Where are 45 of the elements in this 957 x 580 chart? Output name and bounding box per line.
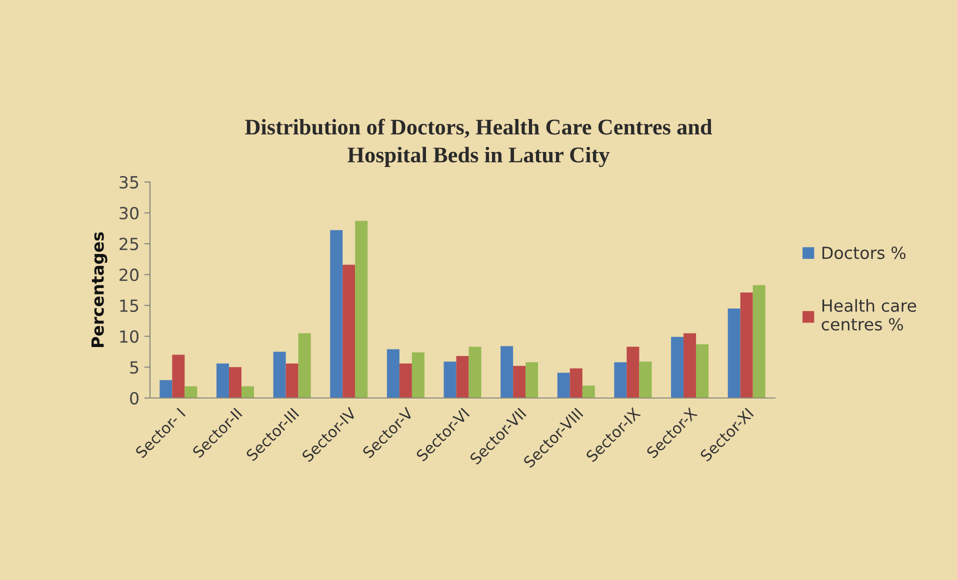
chart-title: Distribution of Doctors, Health Care Centres and Hospital Beds in Latur City [245, 118, 712, 168]
bar [160, 380, 172, 398]
y-tick-label: 25 [120, 238, 138, 250]
bar [216, 363, 229, 398]
bar [298, 333, 311, 398]
bar [513, 366, 526, 398]
bar [570, 368, 582, 398]
bar [500, 346, 514, 398]
bar [639, 362, 652, 398]
bar [614, 362, 627, 398]
bar [172, 354, 185, 398]
bar [728, 308, 740, 398]
bar [241, 386, 254, 398]
y-tick-label: 0 [130, 392, 138, 405]
bar [752, 285, 766, 398]
y-tick-label: 35 [120, 176, 138, 189]
y-tick-label: 10 [120, 330, 138, 343]
bar [456, 356, 469, 398]
y-tick-label: 5 [130, 361, 138, 374]
bar [444, 362, 456, 398]
bar [557, 372, 570, 398]
bar [342, 264, 356, 398]
bar [330, 230, 343, 398]
bar [286, 363, 298, 398]
bar [696, 344, 709, 398]
legend-label: Doctors % [822, 246, 906, 260]
bar [386, 349, 400, 398]
bar [582, 386, 595, 398]
bar [626, 346, 640, 398]
y-tick-label: 15 [120, 300, 138, 312]
bar [684, 333, 696, 398]
y-tick-label: 20 [120, 268, 138, 282]
bar [671, 336, 684, 398]
bar [228, 367, 242, 398]
bar [412, 352, 424, 398]
bar [355, 220, 368, 398]
bar [184, 386, 198, 398]
bar [526, 362, 538, 398]
bar [273, 352, 286, 398]
bar [399, 363, 412, 398]
bar [468, 346, 482, 398]
legend-label: Health care centres % [822, 299, 916, 331]
y-axis-title: Percentages [92, 232, 108, 348]
y-tick-label: 30 [120, 206, 138, 220]
bar [740, 292, 753, 398]
